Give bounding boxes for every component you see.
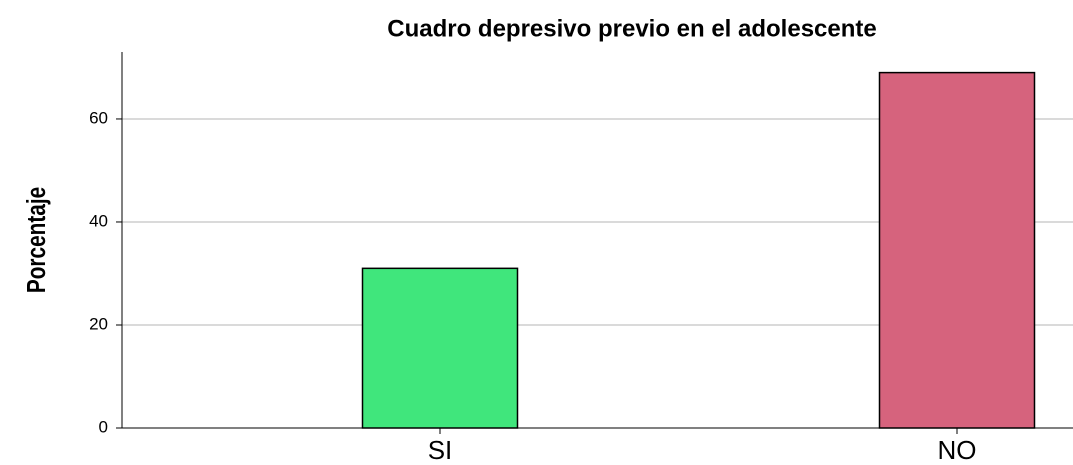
x-tick-label: NO (938, 435, 977, 465)
bar (878, 71, 1036, 429)
y-tick-label: 20 (89, 314, 108, 333)
y-tick-label: 60 (89, 108, 108, 127)
y-axis-label: Porcentaje (22, 187, 51, 293)
bar (361, 267, 519, 429)
y-tick-label: 40 (89, 211, 108, 230)
y-tick-label: 0 (99, 417, 108, 436)
chart-title: Cuadro depresivo previo en el adolescent… (387, 15, 877, 42)
x-tick-label: SI (428, 435, 453, 465)
